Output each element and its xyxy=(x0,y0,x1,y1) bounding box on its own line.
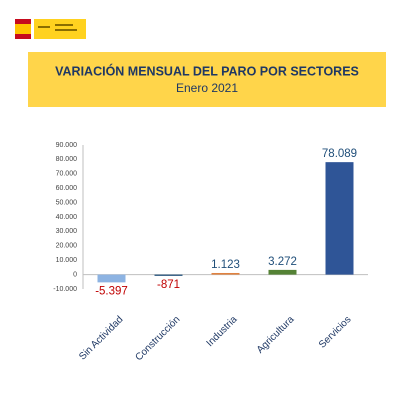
y-tick-label: 0 xyxy=(73,271,77,278)
y-tick-label: 30.000 xyxy=(56,228,78,235)
y-tick-label: 40.000 xyxy=(56,214,78,221)
y-tick-label: 20.000 xyxy=(56,243,78,250)
logo-line xyxy=(55,29,77,31)
bar xyxy=(268,269,297,275)
logo-line xyxy=(38,26,50,28)
bar xyxy=(211,272,240,275)
y-tick-label: -10.000 xyxy=(53,286,77,293)
value-label: -871 xyxy=(157,279,180,291)
logo-flag-band xyxy=(15,24,31,34)
bar xyxy=(154,274,183,276)
value-label: -5.397 xyxy=(95,285,128,297)
value-label: 1.123 xyxy=(211,259,240,271)
chart-title: VARIACIÓN MENSUAL DEL PARO POR SECTORES xyxy=(55,63,359,78)
logo-line xyxy=(55,24,73,26)
y-tick-label: 10.000 xyxy=(56,257,78,264)
y-tick-label: 70.000 xyxy=(56,171,78,178)
y-tick-label: 90.000 xyxy=(56,142,78,149)
value-label: 78.089 xyxy=(322,148,357,160)
bar xyxy=(325,162,354,275)
logo xyxy=(15,19,86,39)
bar xyxy=(97,274,126,283)
y-tick-label: 60.000 xyxy=(56,185,78,192)
y-tick-label: 50.000 xyxy=(56,199,78,206)
value-label: 3.272 xyxy=(268,256,297,268)
chart-subtitle: Enero 2021 xyxy=(176,81,238,95)
title-banner xyxy=(28,52,386,107)
y-tick-label: 80.000 xyxy=(56,156,78,163)
